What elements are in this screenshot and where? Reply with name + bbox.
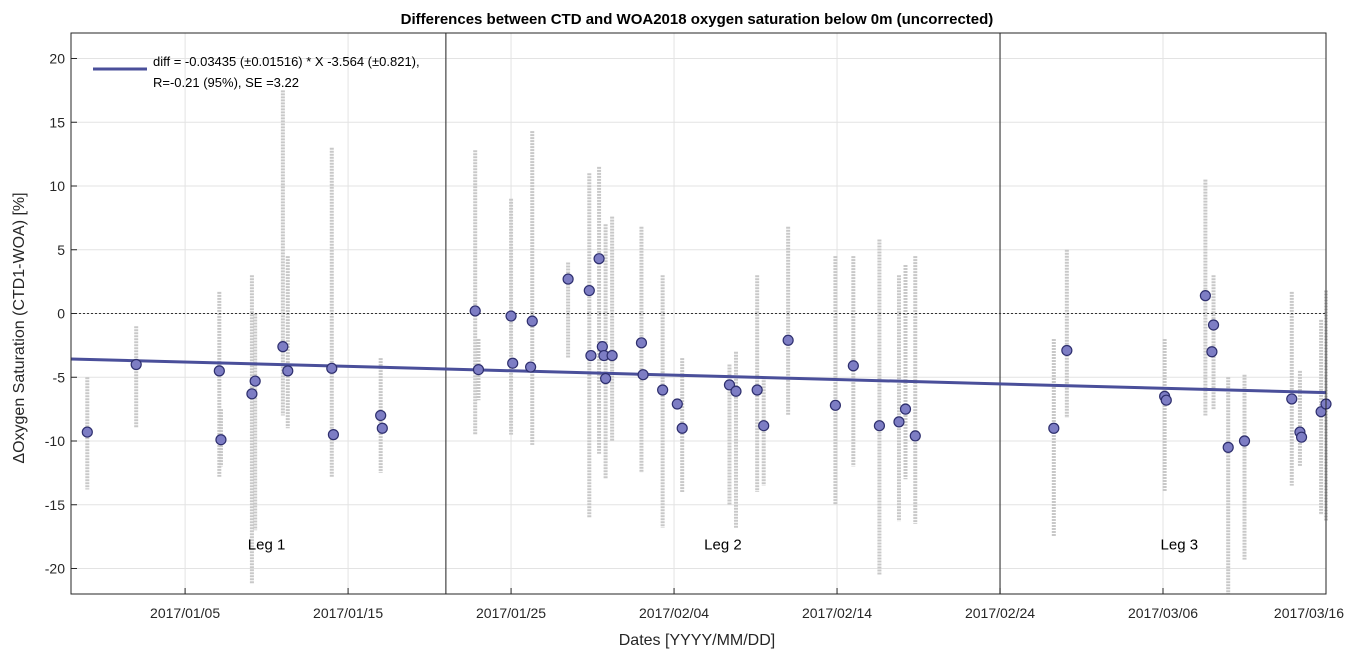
regression-fit-line: [70, 357, 1327, 395]
data-point: [1160, 394, 1172, 406]
data-point: [1286, 393, 1298, 405]
data-point: [1199, 290, 1211, 302]
data-point: [81, 426, 93, 438]
data-point: [635, 337, 648, 349]
data-point: [782, 334, 794, 346]
data-point: [213, 365, 225, 377]
data-point: [215, 434, 227, 446]
data-point: [469, 305, 481, 317]
data-point: [1048, 422, 1060, 434]
data-point: [375, 409, 387, 422]
data-point: [847, 360, 859, 372]
y-tick-label: -10: [45, 433, 65, 449]
data-point: [376, 422, 388, 434]
x-tick-label: 2017/01/25: [476, 605, 546, 621]
data-point: [606, 349, 618, 362]
data-point: [282, 365, 294, 377]
x-tick-label: 2017/02/14: [802, 605, 872, 621]
data-point: [596, 341, 608, 353]
data-point: [246, 388, 258, 400]
x-tick-label: 2017/02/24: [965, 605, 1035, 621]
data-point: [671, 398, 683, 410]
y-tick-label: -15: [45, 497, 65, 513]
chart-title: Differences between CTD and WOA2018 oxyg…: [401, 11, 994, 28]
x-tick-label: 2017/02/04: [639, 605, 709, 621]
data-point: [1206, 346, 1218, 358]
x-tick-label: 2017/03/16: [1274, 605, 1344, 621]
data-point: [758, 420, 770, 432]
data-point: [1207, 319, 1220, 331]
x-axis-label: Dates [YYYY/MM/DD]: [619, 632, 775, 649]
profile-ranges: [85, 90, 1328, 594]
legend: diff = -0.03435 (±0.01516) * X -3.564 (±…: [93, 54, 420, 90]
data-point: [249, 375, 261, 387]
data-point: [829, 399, 842, 411]
data-point: [472, 364, 485, 376]
leg-label: Leg 3: [1161, 536, 1199, 553]
leg-labels: Leg 1 Leg 2 Leg 3: [248, 536, 1198, 553]
data-point: [593, 253, 605, 265]
data-point: [585, 349, 597, 362]
x-tick-label: 2017/01/15: [313, 605, 383, 621]
data-point: [657, 384, 669, 396]
data-point: [326, 362, 338, 374]
data-point: [505, 310, 517, 322]
legend-text-line1: diff = -0.03435 (±0.01516) * X -3.564 (±…: [153, 54, 420, 69]
leg-label: Leg 1: [248, 536, 286, 553]
y-axis-ticks: -20 -15 -10 -5 0 5 10 15 20: [45, 51, 77, 577]
data-point: [637, 369, 649, 381]
data-point: [583, 284, 595, 297]
data-point: [1238, 435, 1251, 447]
y-tick-label: 5: [57, 242, 65, 258]
y-axis-label: ΔOxygen Saturation (CTD1-WOA) [%]: [11, 192, 28, 463]
data-point: [751, 384, 763, 396]
data-point: [599, 372, 612, 385]
data-point: [1295, 431, 1308, 443]
y-tick-label: -20: [45, 561, 65, 577]
data-point: [676, 422, 688, 434]
data-point: [277, 341, 289, 353]
data-point: [562, 273, 574, 285]
y-tick-label: 20: [49, 51, 65, 67]
legend-text-line2: R=-0.21 (95%), SE =3.22: [153, 75, 299, 90]
data-point: [893, 416, 905, 428]
data-point: [526, 315, 538, 327]
x-axis-ticks: 2017/01/05 2017/01/15 2017/01/25 2017/02/04…: [150, 588, 1344, 621]
x-tick-label: 2017/01/05: [150, 605, 220, 621]
data-points: [81, 253, 1332, 453]
data-point: [1061, 344, 1073, 357]
data-point: [909, 430, 921, 442]
data-point: [130, 358, 142, 371]
leg-label: Leg 2: [704, 536, 742, 553]
data-point: [1222, 441, 1234, 453]
regression-line: [70, 357, 1327, 395]
data-point: [327, 429, 340, 441]
data-point: [507, 357, 519, 369]
y-tick-label: 15: [49, 114, 65, 130]
data-point: [873, 420, 886, 432]
data-point: [899, 403, 912, 415]
y-tick-label: -5: [53, 369, 66, 385]
y-tick-label: 0: [57, 306, 65, 322]
y-tick-label: 10: [49, 178, 65, 194]
data-point: [525, 361, 537, 373]
data-point: [730, 385, 742, 397]
x-tick-label: 2017/03/06: [1128, 605, 1198, 621]
